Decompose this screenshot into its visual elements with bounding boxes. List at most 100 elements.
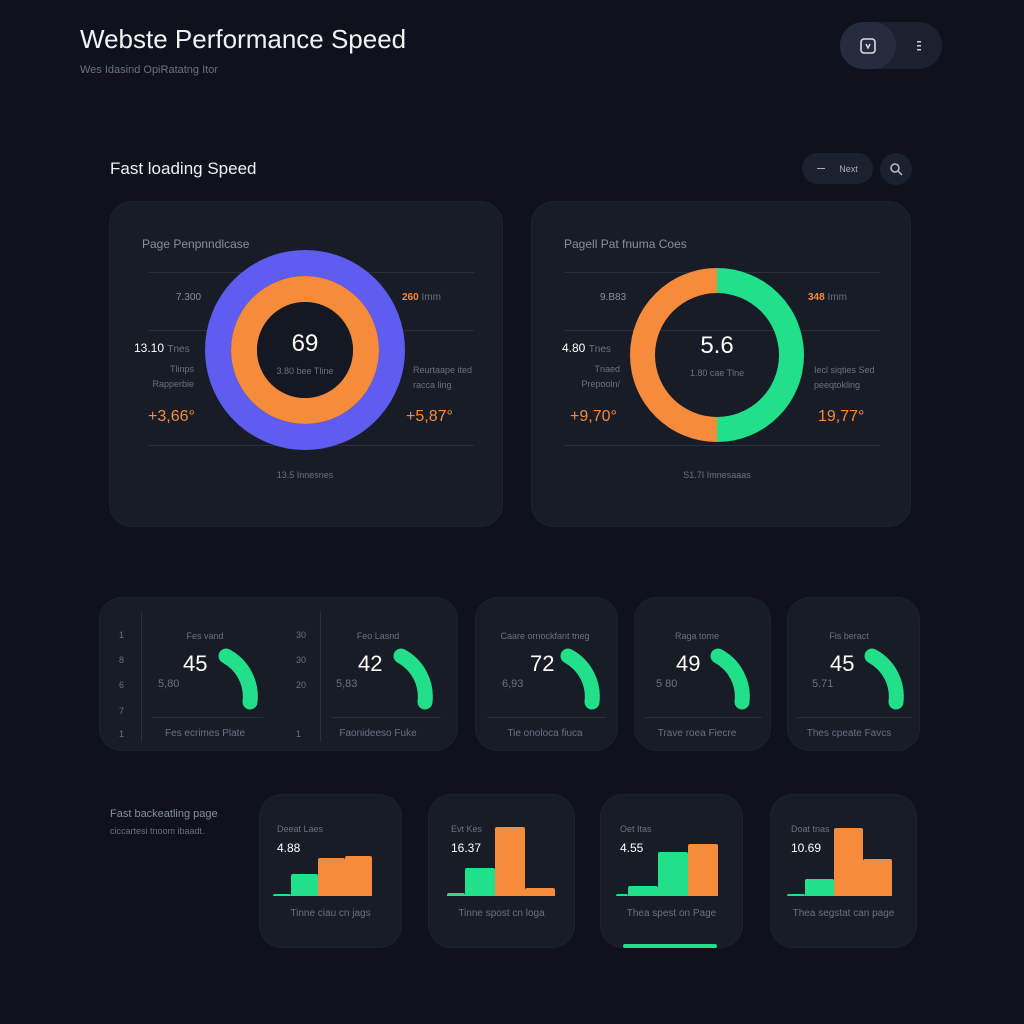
right-delta: 19,77° [818,408,865,425]
bar [787,894,805,896]
donut-outer-ring [205,250,405,450]
donut-center-sub: 3.80 bee Tline [276,366,334,376]
gauge-footer: Thes cpeate Favcs [806,728,892,739]
axis-tick: 6 [119,680,125,690]
donut-green-half [717,268,804,442]
top-right-value: 348 [808,292,825,303]
divider [331,717,441,718]
axis-tick: 8 [119,655,125,665]
bar-chart-card: Oet Itas 4.55 Thea spest on Page [601,795,742,948]
gauge-value: 72 [530,651,555,676]
gauge-title: Caare ornockfant tneg [500,631,590,641]
bar [525,888,555,896]
gauge-card [635,598,770,750]
bar [273,894,291,896]
right-label: racca ling [413,380,452,390]
chart-xlabel: Thea spest on Page [626,908,717,919]
right-delta: +5,87° [406,408,453,425]
axis-tick: 1 [119,630,125,640]
bar [688,844,718,896]
bar [658,852,688,896]
mid-left-unit: Tnes [167,344,190,355]
more-menu-button[interactable] [906,34,932,57]
donut-card-page-cores: Pagell Pat fnuma Coes 9.B83 348 Imm 4.80… [532,202,910,526]
chart-title: Deeat Laes [277,824,324,834]
donut-inner-ring [231,276,379,424]
gauge-value: 45 [830,651,855,676]
bar [447,893,465,896]
gauge-footer: Tie onoloca fiuca [507,728,583,739]
gauge-value: 49 [676,651,701,676]
gauge-arc [864,648,904,710]
card-title: Page Penpnndlcase [142,237,250,251]
gauge-title: Raga tome [674,631,720,641]
top-left-value: 9.B83 [600,292,627,303]
next-toggle[interactable]: Next [802,153,873,184]
page-title: Webste Performance Speed [80,24,407,54]
search-icon [890,163,903,176]
header-actions [840,22,942,69]
right-label: Iecl siqties Sed [814,365,875,375]
mid-left-value: 4.80 [562,341,586,355]
left-delta: +3,66° [148,408,195,425]
right-label: Reurtaape ited [413,365,473,375]
chart-title: Oet Itas [620,824,652,834]
chart-value: 16.37 [451,841,482,855]
gauge-arc [560,648,600,710]
top-left-value: 7.300 [176,292,202,303]
top-right-unit: Imm [827,292,847,303]
search-button[interactable] [880,153,912,185]
left-label: Rapperbie [152,379,194,389]
chart-value: 4.55 [620,841,644,855]
bottom-title: Fast backeatling page [110,808,218,820]
minus-icon [817,167,826,170]
shield-icon [860,37,876,54]
top-right-value: 260 [402,292,419,303]
bar [345,856,372,896]
donut-center-value: 5.6 [700,332,734,359]
left-label: Prepooln/ [581,379,620,389]
right-label: peeqtokling [814,380,861,390]
gauge-title: Feo Lasnd [356,631,400,641]
gauge-value: 42 [358,651,383,676]
divider [645,717,762,718]
chart-value: 4.88 [277,841,301,855]
axis-tick: 7 [119,706,125,716]
gauge-sub: 5,80 [158,678,180,690]
card-footer: S1.7I Imnesaaas [683,470,751,480]
bar [834,828,863,896]
shield-button[interactable] [840,22,896,69]
donut-card-page-performance: Page Penpnndlcase 7.300 260 Imm 13.10 Tn… [110,202,502,526]
bar [495,827,525,896]
divider [487,717,606,718]
bar [291,874,318,896]
progress-bar [623,944,717,948]
top-right-unit: Imm [421,292,441,303]
more-vertical-icon [917,40,921,50]
donut-chart [205,250,405,450]
next-label: Next [839,163,858,174]
chart-title: Doat tnas [791,824,830,834]
chart-xlabel: Tinne ciau cn jags [290,908,371,919]
axis-tick: 30 [296,630,307,640]
gauge-footer: Faonideeso Fuke [339,728,417,739]
chart-xlabel: Tinne spost cn loga [458,908,545,919]
chart-value: 10.69 [791,841,822,855]
gauge-group-card: 1 8 6 7 1 30 30 20 1 [100,598,457,750]
page-subtitle: Wes Idasind OpiRatatng Itor [80,64,218,76]
gauge-arc [218,648,258,710]
left-label: Tlinps [169,364,194,374]
axis-tick: 30 [296,655,307,665]
donut-center-value: 69 [291,330,319,357]
gauge-footer: Trave roea Fiecre [657,728,737,739]
gauge-arc [710,648,750,710]
bar [863,859,892,896]
donut-center-sub: 1.80 cae Tlne [689,368,745,378]
divider [152,717,263,718]
chart-title: Evt Kes [451,824,483,834]
axis-tick: 1 [296,729,302,739]
gauge-sub: 6,93 [502,678,524,690]
bar [628,886,658,896]
donut-orange-half [630,268,717,442]
bottom-subtitle: ciccartesi tnoom ibaadt. [110,826,205,836]
